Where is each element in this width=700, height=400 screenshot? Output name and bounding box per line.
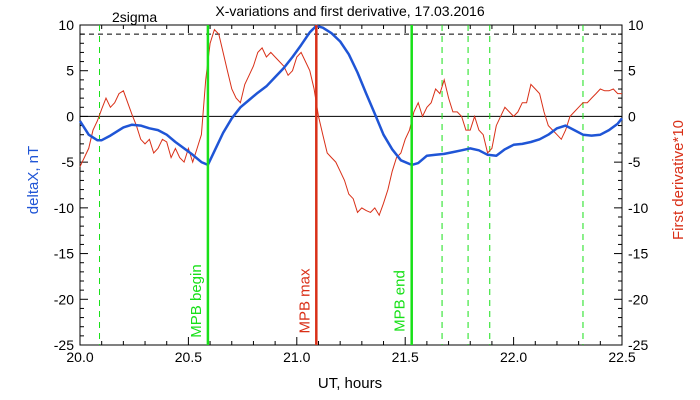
marker-label-end: MPB end [392, 270, 409, 332]
x-tick-label-3: 21.5 [392, 349, 419, 365]
y-left-tick-label-3: -5 [62, 154, 75, 170]
plot-frame [79, 24, 623, 346]
y-right-tick-label-1: 5 [628, 63, 636, 79]
y-axis-label-right: First derivative*10 [670, 120, 687, 240]
y-left-tick-label-6: -20 [54, 291, 74, 307]
y-axis-label-left: deltaX, nT [25, 146, 42, 214]
series-line-derivative [79, 28, 622, 217]
sigma-label: 2sigma [112, 9, 157, 25]
y-left-tick-label-4: -10 [54, 200, 74, 216]
y-left-tick-label-7: -25 [54, 337, 74, 353]
plot-area: 20.0 20.5 21.0 21.5 22.0 22.5 10 10 5 5 0 0 -5 -5 -10 -… [54, 17, 649, 365]
x-tick-label-2: 21.0 [283, 349, 310, 365]
y-right-tick-label-3: -5 [628, 154, 641, 170]
chart-title: X-variations and first derivative, 17.03… [215, 3, 484, 19]
y-right-tick-label-0: 10 [628, 17, 644, 33]
y-right-tick-label-7: -25 [628, 337, 648, 353]
y-left-tick-label-1: 5 [66, 63, 74, 79]
marker-label-max: MPB max [296, 268, 313, 334]
y-right-tick-label-5: -15 [628, 246, 648, 262]
marker-label-begin: MPB begin [188, 264, 205, 337]
x-tick-label-4: 22.0 [500, 349, 527, 365]
series-line-deltaX [78, 24, 623, 167]
y-right-tick-label-6: -20 [628, 291, 648, 307]
y-right-tick-label-4: -10 [628, 200, 648, 216]
y-right-tick-label-2: 0 [628, 108, 636, 124]
x-tick-label-0: 20.0 [66, 349, 93, 365]
y-left-tick-label-5: -15 [54, 246, 74, 262]
y-left-tick-label-2: 0 [66, 108, 74, 124]
x-axis-label: UT, hours [318, 375, 382, 392]
x-tick-label-1: 20.5 [175, 349, 202, 365]
y-left-tick-label-0: 10 [58, 17, 74, 33]
x-tick-label-5: 22.5 [608, 349, 635, 365]
